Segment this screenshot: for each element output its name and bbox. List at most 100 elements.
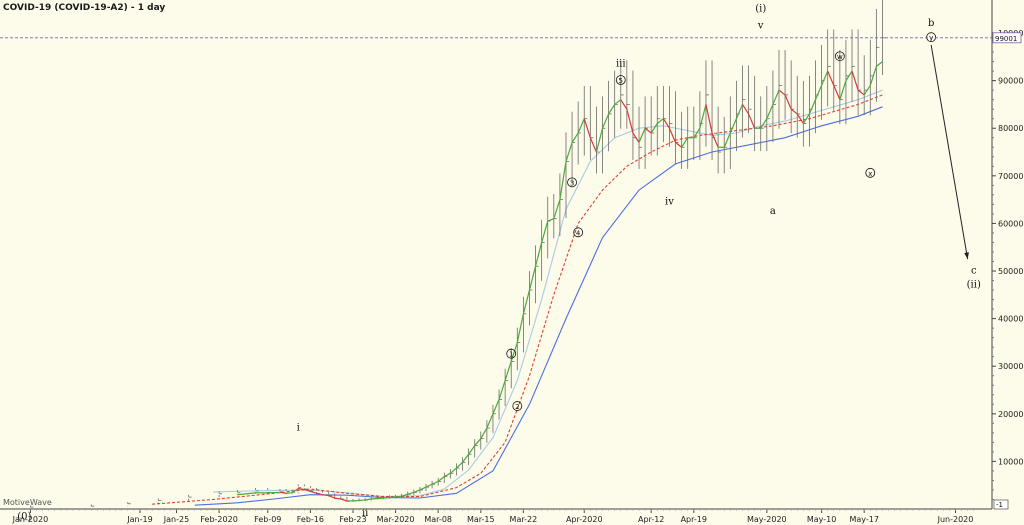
fast-ma-segment [498,380,506,400]
current-price-label: 99001 [995,35,1017,43]
x-tick-label: Mar-08 [424,515,452,524]
fast-ma-segment [699,104,707,129]
fast-ma-segment [845,70,853,81]
fast-ma-segment [784,94,792,110]
chart-title: COVID-19 (COVID-19-A2) - 1 day [3,3,165,13]
x-tick-label: Mar-22 [510,515,538,524]
y-tick-label: 50000 [998,267,1023,276]
fast-ma-segment [516,313,524,343]
fast-ma-segment [334,497,341,500]
wave-label: w [837,53,843,61]
fast-ma-segment [863,85,871,96]
fast-ma-segment [839,80,847,100]
axis-min-box [993,499,1009,510]
fast-ma-segment [462,453,470,463]
fast-ma-segment [413,489,421,493]
fast-ma-segment [748,113,756,129]
x-tick-label: Jan-25 [163,515,189,524]
fast-ma-segment [553,199,561,219]
fast-ma-segment [316,492,323,496]
fast-ma-segment [821,70,829,86]
fast-ma-segment [875,61,883,67]
axis-min-label: -1 [996,501,1003,509]
slow-ma-blue-line [194,106,883,506]
x-tick-label: Jun-2020 [937,515,974,524]
wave-label-circle [865,167,876,178]
fast-ma-segment [528,266,537,291]
fast-ma-segment [705,104,713,134]
fast-ma-segment [468,445,476,455]
y-tick-label: 90000 [998,77,1023,86]
wave-label-circle [512,401,523,411]
fast-ma-segment [644,127,652,134]
x-tick-label: Mar-15 [467,515,495,524]
fast-ma-segment [304,488,311,492]
fast-ma-segment [608,104,616,115]
x-tick-label: Jan-2020 [12,515,49,524]
fast-ma-segment [766,104,774,119]
fast-ma-segment [365,498,372,501]
wave-label: ii [362,508,368,519]
fast-ma-segment [547,218,555,222]
fast-ma-segment [328,495,335,499]
fast-ma-segment [480,427,488,439]
fast-ma-segment [279,491,287,494]
projection-arrow-head [964,252,969,260]
fast-ma-segment [833,85,841,100]
wave-label: a [770,206,776,217]
fast-ma-segment [772,89,780,105]
fast-ma-line [237,61,883,502]
fast-ma-segment [583,118,591,138]
wave-label-circle [567,177,577,188]
fast-ma-segment [419,486,427,491]
x-tick-label: Mar-2020 [377,515,415,524]
y-tick-label: 10000 [998,457,1023,466]
fast-ma-segment [541,220,549,243]
fast-ma-segment [601,113,610,129]
current-price-box [992,32,1022,44]
price-bars [30,0,886,508]
wave-label: x [868,170,872,178]
fast-ma-segment [571,132,579,143]
x-tick-label: Feb-2020 [200,515,237,524]
fast-ma-segment [534,242,543,267]
fast-ma-segment [456,461,463,469]
fast-ma-segment [474,438,482,447]
fast-ma-segment [741,104,750,115]
wave-label: (i) [755,4,766,15]
fast-ma-segment [650,123,658,134]
fast-ma-segment [802,113,810,124]
fast-ma-segment [632,132,640,143]
x-tick-label: Jan-19 [126,515,152,524]
y-tick-label: 40000 [998,315,1023,324]
fast-ma-segment [431,480,439,485]
fast-ma-segment [322,494,329,497]
fast-ma-segment [595,128,604,153]
fast-ma-segment [656,118,664,124]
wave-label-circle [615,75,626,85]
fast-ma-segment [559,161,567,200]
fast-ma-segment [796,113,804,124]
y-tick-label: 80000 [998,124,1023,133]
fast-ma-segment [681,137,689,148]
x-tick-label: May-10 [807,515,836,524]
fast-ma-segment [869,66,877,86]
fast-ma-segment [790,108,798,115]
wave-label-circle [506,348,517,359]
fast-ma-segment [675,142,682,148]
fast-ma-segment [443,472,451,478]
wave-label: b [928,18,934,29]
fast-ma-segment [808,99,817,115]
fast-ma-segment [857,89,865,96]
fast-ma-segment [577,118,585,134]
y-tick-label: 20000 [998,410,1023,419]
fast-ma-segment [407,491,415,495]
wave-label: 1 [509,351,513,359]
wave-label: i [297,422,300,433]
wave-label: 4 [576,229,581,237]
wave-label: 5 [619,77,623,85]
y-tick-label: 30000 [998,362,1023,371]
x-tick-label: Apr-2020 [566,515,603,524]
